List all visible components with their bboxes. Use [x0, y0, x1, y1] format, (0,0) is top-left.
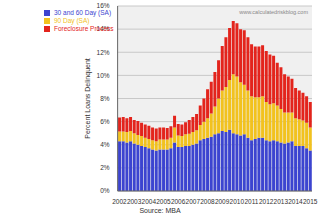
svg-text:2005: 2005	[156, 198, 171, 205]
svg-text:10%: 10%	[97, 72, 110, 79]
svg-text:12%: 12%	[97, 49, 110, 56]
svg-text:2012: 2012	[259, 198, 274, 205]
svg-text:2011: 2011	[244, 198, 258, 205]
svg-text:16%: 16%	[97, 2, 110, 9]
svg-text:2006: 2006	[171, 198, 186, 205]
svg-text:14%: 14%	[97, 25, 110, 32]
svg-text:2009: 2009	[215, 198, 230, 205]
svg-text:2007: 2007	[186, 198, 201, 205]
svg-text:2010: 2010	[230, 198, 245, 205]
svg-text:6%: 6%	[100, 118, 110, 125]
svg-text:Percent Loans Delinquent: Percent Loans Delinquent	[84, 58, 92, 139]
svg-text:2014: 2014	[288, 198, 303, 205]
svg-text:8%: 8%	[100, 95, 110, 102]
svg-text:2003: 2003	[127, 198, 142, 205]
svg-text:2013: 2013	[274, 198, 289, 205]
svg-text:2%: 2%	[100, 164, 110, 171]
svg-text:4%: 4%	[100, 141, 110, 148]
svg-text:0%: 0%	[100, 187, 110, 194]
svg-text:2002: 2002	[112, 198, 127, 205]
svg-text:2015: 2015	[303, 198, 312, 205]
svg-text:2004: 2004	[142, 198, 157, 205]
svg-text:2008: 2008	[200, 198, 215, 205]
